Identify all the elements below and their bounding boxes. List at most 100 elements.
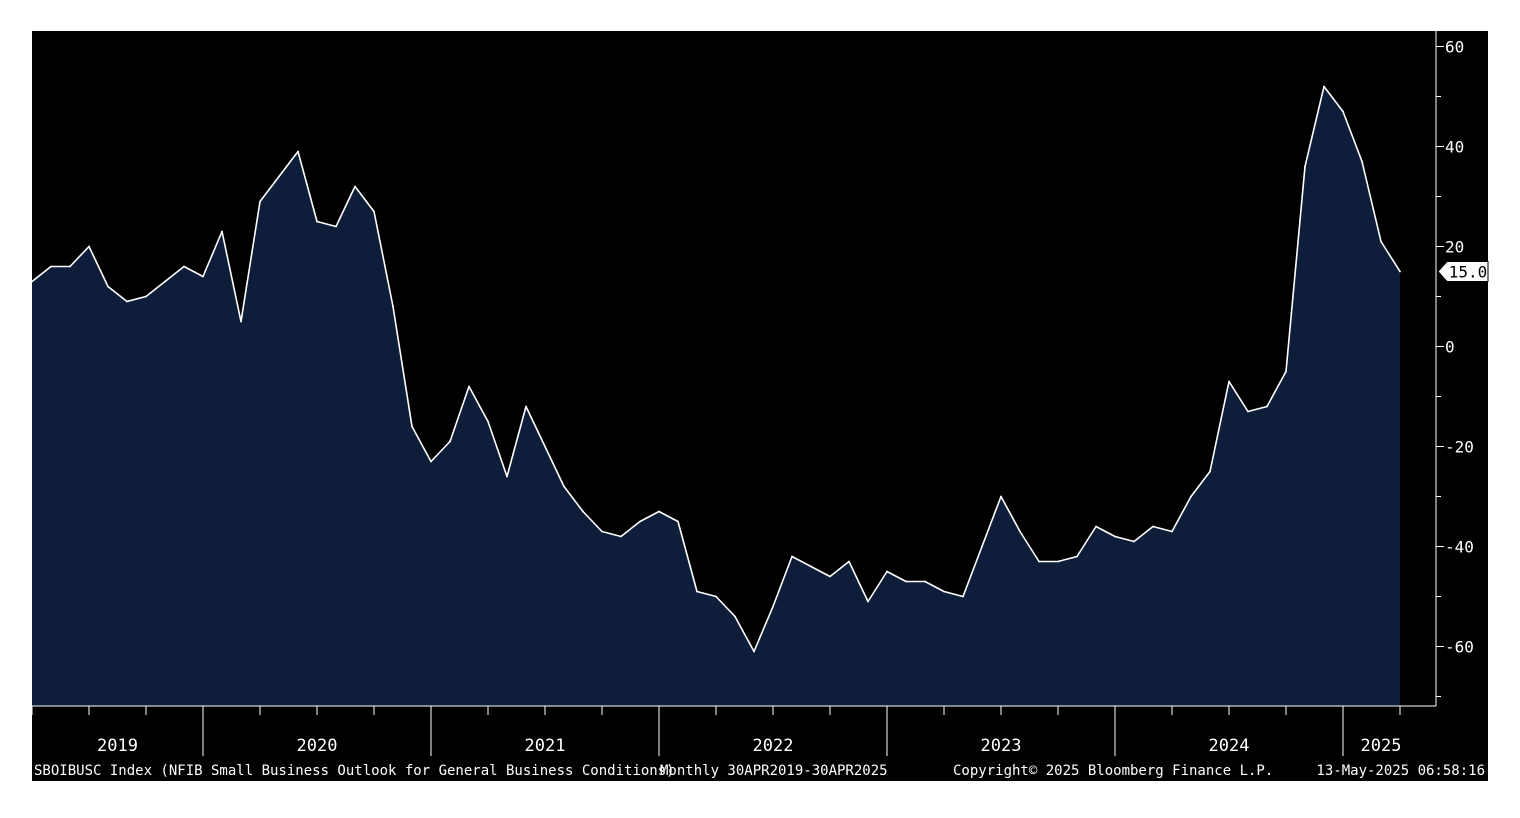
- data-point: [1152, 525, 1154, 528]
- y-tick-label: -20: [1445, 438, 1474, 457]
- data-point: [753, 650, 755, 653]
- data-point: [791, 555, 793, 558]
- data-point: [1209, 470, 1211, 473]
- data-point: [183, 265, 185, 268]
- x-tick-label: 2023: [981, 736, 1022, 756]
- data-point: [297, 150, 299, 153]
- data-point: [126, 300, 128, 303]
- y-tick-label: 60: [1445, 38, 1464, 57]
- data-point: [278, 175, 280, 178]
- data-point: [886, 570, 888, 573]
- data-point: [829, 575, 831, 578]
- data-point: [411, 425, 413, 428]
- data-point: [1361, 160, 1363, 163]
- data-point: [1000, 495, 1002, 498]
- data-point: [107, 285, 109, 288]
- label-layer: 60 40 20 0 -20 -40 -60 2019 2020 2021 2022 2023 2024…: [97, 38, 1489, 756]
- data-point: [1076, 555, 1078, 558]
- x-tick-label: 2020: [297, 736, 338, 756]
- data-point: [430, 460, 432, 463]
- data-point: [943, 590, 945, 593]
- data-point: [1019, 530, 1021, 533]
- series-area-layer: [31, 85, 1401, 706]
- footer-ticker: SBOIBUSC Index (NFIB Small Business Outl…: [34, 763, 675, 779]
- axis-layer: [31, 31, 1444, 756]
- x-tick-label: 2019: [97, 736, 138, 756]
- data-point: [1095, 525, 1097, 528]
- data-point: [468, 385, 470, 388]
- data-point: [582, 510, 584, 513]
- data-point: [1342, 110, 1344, 113]
- data-point: [867, 600, 869, 603]
- x-tick-label: 2024: [1209, 736, 1250, 756]
- data-point: [639, 520, 641, 523]
- data-point: [1038, 560, 1040, 563]
- data-point: [658, 510, 660, 513]
- data-point: [506, 475, 508, 478]
- footer-copyright: Copyright© 2025 Bloomberg Finance L.P.: [953, 763, 1273, 779]
- data-point: [620, 535, 622, 538]
- data-point: [1228, 380, 1230, 383]
- data-point: [487, 420, 489, 423]
- data-point: [240, 320, 242, 323]
- data-point: [1304, 165, 1306, 168]
- data-point: [905, 580, 907, 583]
- y-tick-label: -60: [1445, 638, 1474, 657]
- data-point: [354, 185, 356, 188]
- data-point: [69, 265, 71, 268]
- data-point: [1323, 85, 1325, 88]
- data-point: [1380, 240, 1382, 243]
- data-point: [1190, 495, 1192, 498]
- data-point: [525, 405, 527, 408]
- data-point: [924, 580, 926, 583]
- data-point: [335, 225, 337, 228]
- data-point: [221, 230, 223, 233]
- data-point: [962, 595, 964, 598]
- data-point: [392, 305, 394, 308]
- data-point: [981, 545, 983, 548]
- data-point: [373, 210, 375, 213]
- data-point: [145, 295, 147, 298]
- data-point: [810, 565, 812, 568]
- y-tick-label: 40: [1445, 138, 1464, 157]
- data-point: [1171, 530, 1173, 533]
- data-point: [1247, 410, 1249, 413]
- data-point: [202, 275, 204, 278]
- data-point: [1285, 370, 1287, 373]
- y-tick-label: 0: [1445, 338, 1455, 357]
- x-tick-label: 2021: [525, 736, 566, 756]
- data-point: [601, 530, 603, 533]
- y-tick-label: 20: [1445, 238, 1464, 257]
- data-point: [1133, 540, 1135, 543]
- data-point: [1399, 270, 1401, 273]
- data-point: [316, 220, 318, 223]
- data-point: [259, 200, 261, 203]
- data-point: [1057, 560, 1059, 563]
- data-point: [563, 485, 565, 488]
- data-point: [715, 595, 717, 598]
- data-point: [1266, 405, 1268, 408]
- data-point: [848, 560, 850, 563]
- data-point: [734, 615, 736, 618]
- last-value-tag: 15.0: [1437, 261, 1489, 282]
- data-point: [449, 440, 451, 443]
- x-tick-label: 2022: [753, 736, 794, 756]
- x-tick-label: 2025: [1361, 736, 1402, 756]
- data-point: [677, 520, 679, 523]
- data-point: [164, 280, 166, 283]
- footer-timestamp: 13-May-2025 06:58:16: [1316, 763, 1485, 779]
- data-point: [50, 265, 52, 268]
- series-area: [32, 86, 1400, 706]
- data-point: [88, 245, 90, 248]
- y-tick-label: -40: [1445, 538, 1474, 557]
- data-point: [696, 590, 698, 593]
- data-point: [544, 445, 546, 448]
- data-point: [1114, 535, 1116, 538]
- data-point: [772, 605, 774, 608]
- footer: SBOIBUSC Index (NFIB Small Business Outl…: [34, 763, 1485, 779]
- last-value-label: 15.0: [1449, 263, 1488, 282]
- data-point: [31, 280, 33, 283]
- footer-period: Monthly 30APR2019-30APR2025: [660, 763, 888, 779]
- last-value-tag-shape: [1437, 261, 1489, 282]
